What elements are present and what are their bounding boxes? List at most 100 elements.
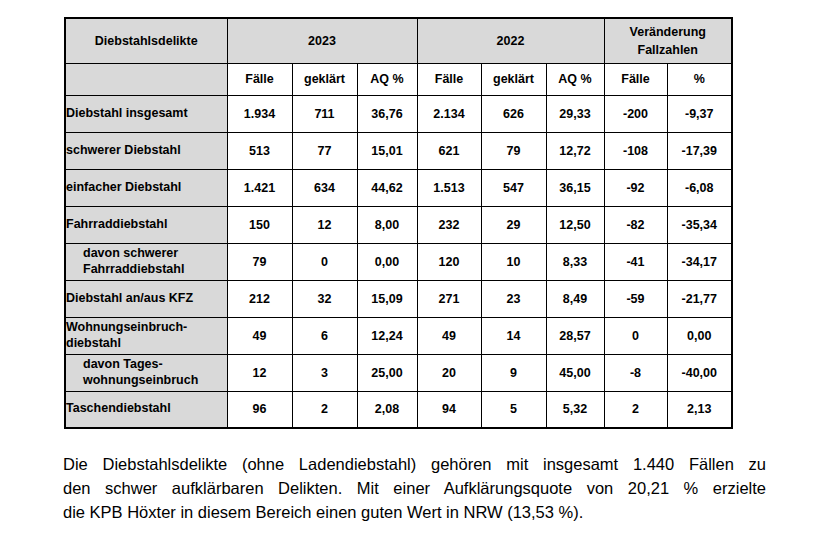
cell-value: 271: [417, 280, 481, 317]
row-label: Diebstahl insgesamt: [65, 95, 227, 132]
cell-value: 513: [227, 132, 292, 169]
cell-value: -92: [604, 169, 667, 206]
group-header-veraenderung: Veränderung Fallzahlen: [604, 18, 732, 63]
cell-value: 621: [417, 132, 481, 169]
cell-value: 8,00: [357, 206, 417, 243]
cell-value: 36,15: [546, 169, 604, 206]
cell-value: -21,77: [667, 280, 732, 317]
cell-value: -8: [604, 354, 667, 391]
cell-value: -108: [604, 132, 667, 169]
table-header-row-groups: Diebstahlsdelikte 2023 2022 Veränderung …: [65, 18, 732, 63]
cell-value: 77: [292, 132, 357, 169]
cell-value: 212: [227, 280, 292, 317]
cell-value: 23: [481, 280, 546, 317]
col-header-faelle-2022: Fälle: [417, 63, 481, 95]
cell-value: 79: [481, 132, 546, 169]
cell-value: 15,09: [357, 280, 417, 317]
group-header-2022: 2022: [417, 18, 604, 63]
cell-value: 232: [417, 206, 481, 243]
cell-value: 634: [292, 169, 357, 206]
table-row: davon schwerer Fahrraddiebstahl 79 0 0,0…: [65, 243, 732, 280]
cell-value: 32: [292, 280, 357, 317]
row-label: schwerer Diebstahl: [65, 132, 227, 169]
col-header-geklaert-2022: geklärt: [481, 63, 546, 95]
summary-line: die KPB Höxter in diesem Bereich einen g…: [63, 500, 766, 524]
cell-value: 2,13: [667, 391, 732, 428]
cell-value: 12,50: [546, 206, 604, 243]
cell-value: 1.934: [227, 95, 292, 132]
cell-value: 0,00: [667, 317, 732, 354]
cell-value: 0: [604, 317, 667, 354]
summary-paragraph: Die Diebstahlsdelikte (ohne Ladendiebsta…: [63, 452, 766, 524]
cell-value: 12: [292, 206, 357, 243]
col-header-aq-2023: AQ %: [357, 63, 417, 95]
cell-value: -40,00: [667, 354, 732, 391]
cell-value: 1.421: [227, 169, 292, 206]
summary-line: den schwer aufklärbaren Delikten. Mit ei…: [63, 476, 766, 500]
table-header-row-columns: Fälle geklärt AQ % Fälle geklärt AQ % Fä…: [65, 63, 732, 95]
cell-value: 5,32: [546, 391, 604, 428]
cell-value: 49: [227, 317, 292, 354]
cell-value: 29: [481, 206, 546, 243]
cell-value: 3: [292, 354, 357, 391]
table-row: schwerer Diebstahl 513 77 15,01 621 79 1…: [65, 132, 732, 169]
theft-statistics-table: Diebstahlsdelikte 2023 2022 Veränderung …: [64, 17, 733, 429]
cell-value: 9: [481, 354, 546, 391]
cell-value: 49: [417, 317, 481, 354]
cell-value: -35,34: [667, 206, 732, 243]
cell-value: 711: [292, 95, 357, 132]
row-label: Wohnungseinbruch- diebstahl: [65, 317, 227, 354]
cell-value: -6,08: [667, 169, 732, 206]
table-title-cell: Diebstahlsdelikte: [65, 18, 227, 63]
cell-value: 12,24: [357, 317, 417, 354]
cell-value: 25,00: [357, 354, 417, 391]
cell-value: 10: [481, 243, 546, 280]
table-row: Diebstahl insgesamt 1.934 711 36,76 2.13…: [65, 95, 732, 132]
cell-value: 2: [292, 391, 357, 428]
table-row: Diebstahl an/aus KFZ 212 32 15,09 271 23…: [65, 280, 732, 317]
row-label: Fahrraddiebstahl: [65, 206, 227, 243]
cell-value: 8,49: [546, 280, 604, 317]
col-header-geklaert-2023: geklärt: [292, 63, 357, 95]
summary-line: Die Diebstahlsdelikte (ohne Ladendiebsta…: [63, 452, 766, 476]
cell-value: 1.513: [417, 169, 481, 206]
cell-value: 12,72: [546, 132, 604, 169]
cell-value: 150: [227, 206, 292, 243]
cell-value: -82: [604, 206, 667, 243]
cell-value: 96: [227, 391, 292, 428]
cell-value: 94: [417, 391, 481, 428]
cell-value: 14: [481, 317, 546, 354]
row-label: davon schwerer Fahrraddiebstahl: [65, 243, 227, 280]
cell-value: 626: [481, 95, 546, 132]
cell-value: -34,17: [667, 243, 732, 280]
cell-value: 0,00: [357, 243, 417, 280]
col-header-aq-2022: AQ %: [546, 63, 604, 95]
cell-value: 2.134: [417, 95, 481, 132]
table-row: einfacher Diebstahl 1.421 634 44,62 1.51…: [65, 169, 732, 206]
page: Diebstahlsdelikte 2023 2022 Veränderung …: [0, 0, 821, 533]
cell-value: 5: [481, 391, 546, 428]
group-header-2023: 2023: [227, 18, 417, 63]
row-label: davon Tages- wohnungseinbruch: [65, 354, 227, 391]
cell-value: 2: [604, 391, 667, 428]
cell-value: 120: [417, 243, 481, 280]
corner-empty-cell: [65, 63, 227, 95]
cell-value: 15,01: [357, 132, 417, 169]
cell-value: 28,57: [546, 317, 604, 354]
cell-value: 29,33: [546, 95, 604, 132]
cell-value: 36,76: [357, 95, 417, 132]
cell-value: 44,62: [357, 169, 417, 206]
table-row: Taschendiebstahl 96 2 2,08 94 5 5,32 2 2…: [65, 391, 732, 428]
col-header-faelle-veraenderung: Fälle: [604, 63, 667, 95]
cell-value: -59: [604, 280, 667, 317]
table-row: Fahrraddiebstahl 150 12 8,00 232 29 12,5…: [65, 206, 732, 243]
cell-value: 8,33: [546, 243, 604, 280]
row-label: Diebstahl an/aus KFZ: [65, 280, 227, 317]
cell-value: 547: [481, 169, 546, 206]
cell-value: 79: [227, 243, 292, 280]
cell-value: 0: [292, 243, 357, 280]
cell-value: -41: [604, 243, 667, 280]
cell-value: -9,37: [667, 95, 732, 132]
row-label: einfacher Diebstahl: [65, 169, 227, 206]
cell-value: -17,39: [667, 132, 732, 169]
